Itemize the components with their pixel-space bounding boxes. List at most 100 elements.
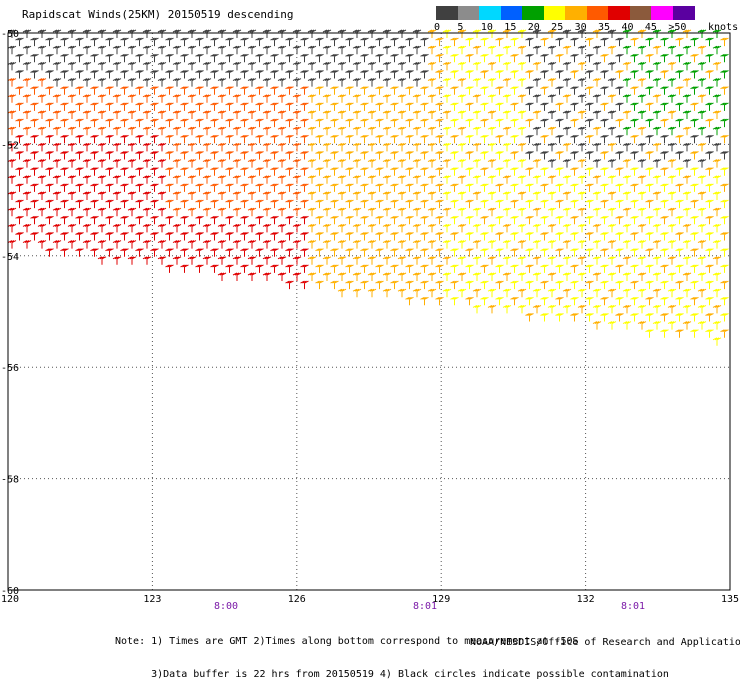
wind-barb	[600, 296, 609, 306]
wind-barb	[630, 134, 639, 144]
wind-barb	[45, 37, 54, 47]
wind-barb	[660, 70, 669, 79]
wind-barb	[90, 232, 99, 241]
wind-barb	[532, 175, 542, 184]
wind-barb	[577, 223, 587, 233]
wind-barb	[442, 223, 452, 233]
wind-barb	[660, 37, 669, 47]
wind-barb	[382, 78, 392, 87]
wind-barb	[690, 232, 699, 241]
wind-barb	[450, 134, 459, 144]
wind-barb	[397, 175, 407, 184]
wind-barb	[720, 248, 729, 257]
wind-barb	[652, 304, 662, 314]
wind-barb	[165, 232, 174, 241]
wind-barb	[240, 199, 249, 209]
wind-barb	[307, 175, 317, 184]
wind-barb	[600, 134, 609, 144]
wind-barb	[675, 118, 684, 128]
wind-barb	[15, 53, 24, 63]
wind-barb	[390, 70, 399, 79]
wind-barb	[382, 256, 392, 265]
wind-barb	[52, 78, 62, 87]
wind-barb	[427, 272, 437, 281]
wind-barb	[300, 264, 309, 273]
wind-barb	[570, 70, 579, 79]
wind-barb	[195, 151, 204, 160]
wind-barb	[285, 151, 294, 160]
wind-barb	[90, 102, 99, 111]
wind-barb	[465, 151, 474, 160]
wind-barb	[412, 191, 422, 200]
wind-barb	[90, 248, 99, 257]
wind-barb	[615, 53, 624, 63]
wind-barb	[337, 142, 347, 152]
wind-barb	[502, 142, 512, 152]
wind-barb	[720, 37, 729, 47]
wind-barb	[562, 304, 572, 314]
wind-barb	[247, 207, 257, 217]
wind-barb	[532, 240, 542, 249]
wind-barb	[120, 183, 129, 192]
wind-barb	[90, 86, 99, 95]
wind-barb	[367, 191, 377, 200]
wind-barb	[397, 45, 407, 55]
wind-barb	[592, 321, 602, 330]
wind-barb	[210, 134, 219, 144]
wind-barb	[240, 264, 249, 273]
wind-barb	[577, 288, 587, 298]
wind-barb	[570, 167, 579, 176]
wind-barb	[90, 134, 99, 144]
legend-label: 45	[644, 22, 657, 33]
wind-barb	[487, 272, 497, 281]
wind-barb	[247, 78, 257, 87]
wind-barb	[315, 215, 324, 225]
wind-barb	[315, 86, 324, 95]
wind-barb	[255, 215, 264, 225]
wind-barb	[120, 134, 129, 144]
wind-barb	[697, 45, 707, 55]
wind-barb	[712, 288, 722, 298]
wind-barb	[285, 264, 294, 273]
wind-barb	[382, 223, 392, 233]
wind-barb	[262, 256, 272, 265]
wind-barb	[202, 45, 212, 55]
wind-barb	[307, 240, 317, 249]
wind-barb	[675, 151, 684, 160]
wind-barb	[127, 142, 137, 152]
wind-barb	[420, 215, 429, 225]
wind-barb	[547, 175, 557, 184]
wind-barb	[30, 199, 39, 209]
wind-barb	[15, 102, 24, 111]
wind-barb	[202, 240, 212, 249]
wind-barb	[427, 142, 437, 152]
wind-barb	[345, 280, 354, 290]
wind-barb	[637, 321, 647, 330]
wind-barb	[637, 78, 647, 87]
wind-barb	[510, 199, 519, 209]
wind-barb	[300, 53, 309, 63]
wind-barb	[615, 102, 624, 111]
lat-label: -52	[1, 140, 19, 151]
wind-barb	[322, 191, 332, 200]
wind-barb	[540, 37, 549, 47]
wind-barb	[330, 151, 339, 160]
wind-barb	[607, 272, 617, 281]
wind-barb	[667, 240, 677, 249]
wind-barb	[622, 223, 632, 233]
wind-barb	[712, 304, 722, 314]
wind-barb	[712, 45, 722, 55]
wind-barb	[45, 118, 54, 128]
wind-barb	[210, 37, 219, 47]
wind-barb	[127, 207, 137, 217]
wind-barb	[682, 110, 692, 119]
wind-barb	[397, 61, 407, 71]
wind-barb	[82, 110, 92, 119]
wind-barb	[247, 61, 257, 71]
wind-barb	[247, 223, 257, 233]
wind-barb	[247, 110, 257, 119]
note-line-2: 3)Data buffer is 22 hrs from 20150519 4)…	[115, 669, 669, 680]
wind-barb	[577, 207, 587, 217]
wind-barb	[652, 142, 662, 152]
wind-barb	[360, 53, 369, 63]
